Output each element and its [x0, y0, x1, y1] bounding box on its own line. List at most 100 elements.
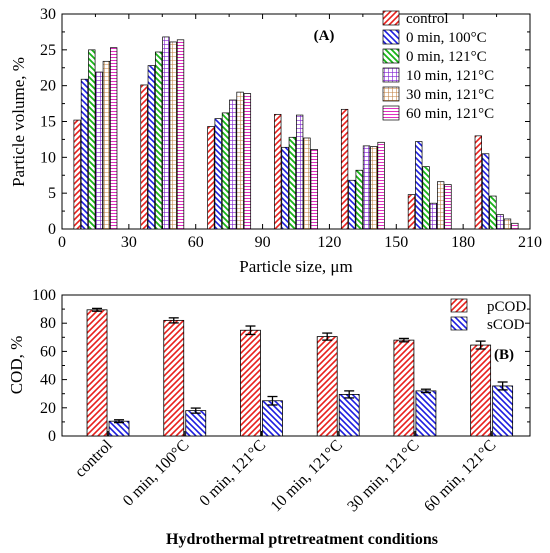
bar-0-min-100-c-group-1	[80, 78, 89, 230]
x-tick-label: 60	[188, 234, 204, 251]
bar-0-min-100-c-group-3	[214, 118, 222, 230]
x-tick-label: 0	[58, 234, 66, 251]
bar-pcod-control	[86, 309, 108, 437]
bar-10-min-121-c-group-1	[95, 71, 103, 230]
bar-control-group-2	[140, 84, 148, 230]
panel-a-y-ticks: 0 5 10 15 20 25 30	[40, 6, 530, 238]
y-tick-label: 20	[40, 78, 56, 95]
bar-control-group-5	[340, 108, 349, 230]
bar-control-group-4	[274, 113, 282, 230]
y-tick-label: 100	[32, 287, 56, 304]
y-tick-label: 40	[40, 372, 56, 389]
bar-60-min-121-c-group-6	[444, 184, 452, 230]
bar-60-min-121-c-group-4	[310, 149, 318, 230]
bar-60-min-121-c-group-2	[176, 39, 185, 230]
bar-scod-control	[108, 420, 130, 437]
x-tick-label: 180	[451, 234, 475, 251]
x-tick-label: 30	[121, 234, 137, 251]
panel-b-legend: pCOD sCOD	[450, 298, 526, 333]
legend-swatch-pcod	[450, 298, 468, 313]
y-tick-label: 10	[40, 149, 56, 166]
panel-b-frame	[61, 294, 531, 437]
legend-swatch-control	[382, 10, 400, 26]
bar-pcod-0-min-121-c	[240, 329, 261, 437]
bar-pcod-30-min-121-c	[393, 339, 415, 437]
panel-a-label: (A)	[314, 28, 335, 44]
bar-10-min-121-c-group-3	[229, 99, 237, 230]
bar-0-min-100-c-group-6	[415, 141, 423, 230]
panel-b-x-axis-label: Hydrothermal ptretreatment conditions	[166, 531, 438, 548]
legend-swatch-60-min-121-c	[382, 105, 400, 121]
bar-0-min-121-c-group-6	[422, 166, 430, 230]
x-tick-label: 210	[518, 234, 542, 251]
bar-scod-10-min-121-c	[338, 394, 360, 437]
x-tick-label: 90	[255, 234, 271, 251]
legend-label-60-min-121-c: 60 min, 121°C	[406, 106, 494, 122]
y-tick-label: 0	[48, 428, 56, 445]
x-tick-label-30-min-121-c: 30 min, 121°C	[344, 437, 422, 515]
y-tick-label: 60	[40, 343, 56, 360]
panel-b: 0 20 40 60 80 100 control 0 min, 100°C 0 min, 1…	[7, 287, 531, 548]
bar-pcod-60-min-121-c	[470, 344, 492, 437]
legend-label-30-min-121-c: 30 min, 121°C	[406, 87, 494, 103]
bar-0-min-100-c-group-7	[481, 153, 490, 230]
bar-30-min-121-c-group-5	[370, 146, 378, 230]
bar-60-min-121-c-group-1	[110, 47, 118, 230]
bar-10-min-121-c-group-6	[429, 202, 438, 230]
bar-control-group-6	[407, 194, 416, 230]
legend-swatch-10-min-121-c	[382, 67, 400, 83]
bar-control-group-7	[474, 135, 482, 230]
legend-swatch-30-min-121-c	[382, 86, 400, 102]
legend-label-scod: sCOD	[487, 317, 525, 333]
x-tick-label: 120	[317, 234, 341, 251]
panel-a-bars	[73, 36, 519, 230]
x-tick-label-0-min-121-c: 0 min, 121°C	[196, 437, 269, 510]
y-tick-label: 0	[48, 221, 56, 238]
x-tick-label-control: control	[72, 436, 116, 480]
bar-0-min-121-c-group-7	[489, 195, 497, 230]
bar-scod-30-min-121-c	[415, 390, 437, 437]
panel-a-x-ticks: 0 30 60 90 120 150 180 210	[58, 14, 542, 251]
bar-10-min-121-c-group-4	[296, 114, 304, 230]
bar-10-min-121-c-group-5	[362, 145, 371, 230]
bar-0-min-100-c-group-4	[281, 146, 289, 230]
bar-30-min-121-c-group-1	[102, 60, 111, 230]
x-tick-label-0-min-100-c: 0 min, 100°C	[120, 437, 193, 510]
legend-label-0-min-100-c: 0 min, 100°C	[406, 30, 487, 46]
bar-scod-60-min-121-c	[492, 385, 514, 437]
x-tick-label-60-min-121-c: 60 min, 121°C	[421, 437, 499, 515]
bar-0-min-100-c-group-5	[348, 179, 356, 230]
bar-30-min-121-c-group-7	[503, 218, 512, 230]
legend-label-10-min-121-c: 10 min, 121°C	[406, 68, 494, 84]
panel-b-bars	[86, 307, 514, 437]
bar-10-min-121-c-group-2	[162, 36, 170, 230]
panel-b-y-ticks: 0 20 40 60 80 100	[32, 287, 530, 445]
bar-60-min-121-c-group-3	[243, 93, 252, 230]
bar-60-min-121-c-group-7	[511, 222, 519, 230]
bar-30-min-121-c-group-6	[437, 181, 445, 230]
y-tick-label: 20	[40, 400, 56, 417]
panel-b-label: (B)	[494, 347, 514, 363]
bar-scod-0-min-100-c	[185, 410, 207, 437]
legend-label-pcod: pCOD	[487, 299, 526, 315]
bar-0-min-121-c-group-4	[288, 136, 296, 230]
bar-0-min-121-c-group-3	[221, 112, 230, 230]
bar-30-min-121-c-group-3	[236, 91, 244, 230]
bar-pcod-0-min-100-c	[163, 319, 185, 437]
y-tick-label: 80	[40, 315, 56, 332]
panel-a-y-axis-label: Particle volume, %	[9, 57, 28, 187]
panel-b-y-axis-label: COD, %	[7, 336, 26, 395]
bar-30-min-121-c-group-4	[303, 137, 311, 230]
legend-label-0-min-121-c: 0 min, 121°C	[406, 49, 487, 65]
bar-control-group-3	[207, 126, 215, 230]
panel-a-legend: control 0 min, 100°C 0 min, 121°C 10 min, 1…	[382, 10, 494, 122]
bar-30-min-121-c-group-2	[169, 41, 177, 230]
bar-10-min-121-c-group-7	[496, 214, 504, 230]
x-tick-label: 150	[384, 234, 408, 251]
bar-scod-0-min-121-c	[262, 400, 283, 437]
panel-a-x-axis-label: Particle size, μm	[239, 257, 352, 276]
y-tick-label: 5	[48, 185, 56, 202]
bar-0-min-121-c-group-1	[88, 49, 96, 230]
legend-swatch-scod	[450, 316, 468, 331]
